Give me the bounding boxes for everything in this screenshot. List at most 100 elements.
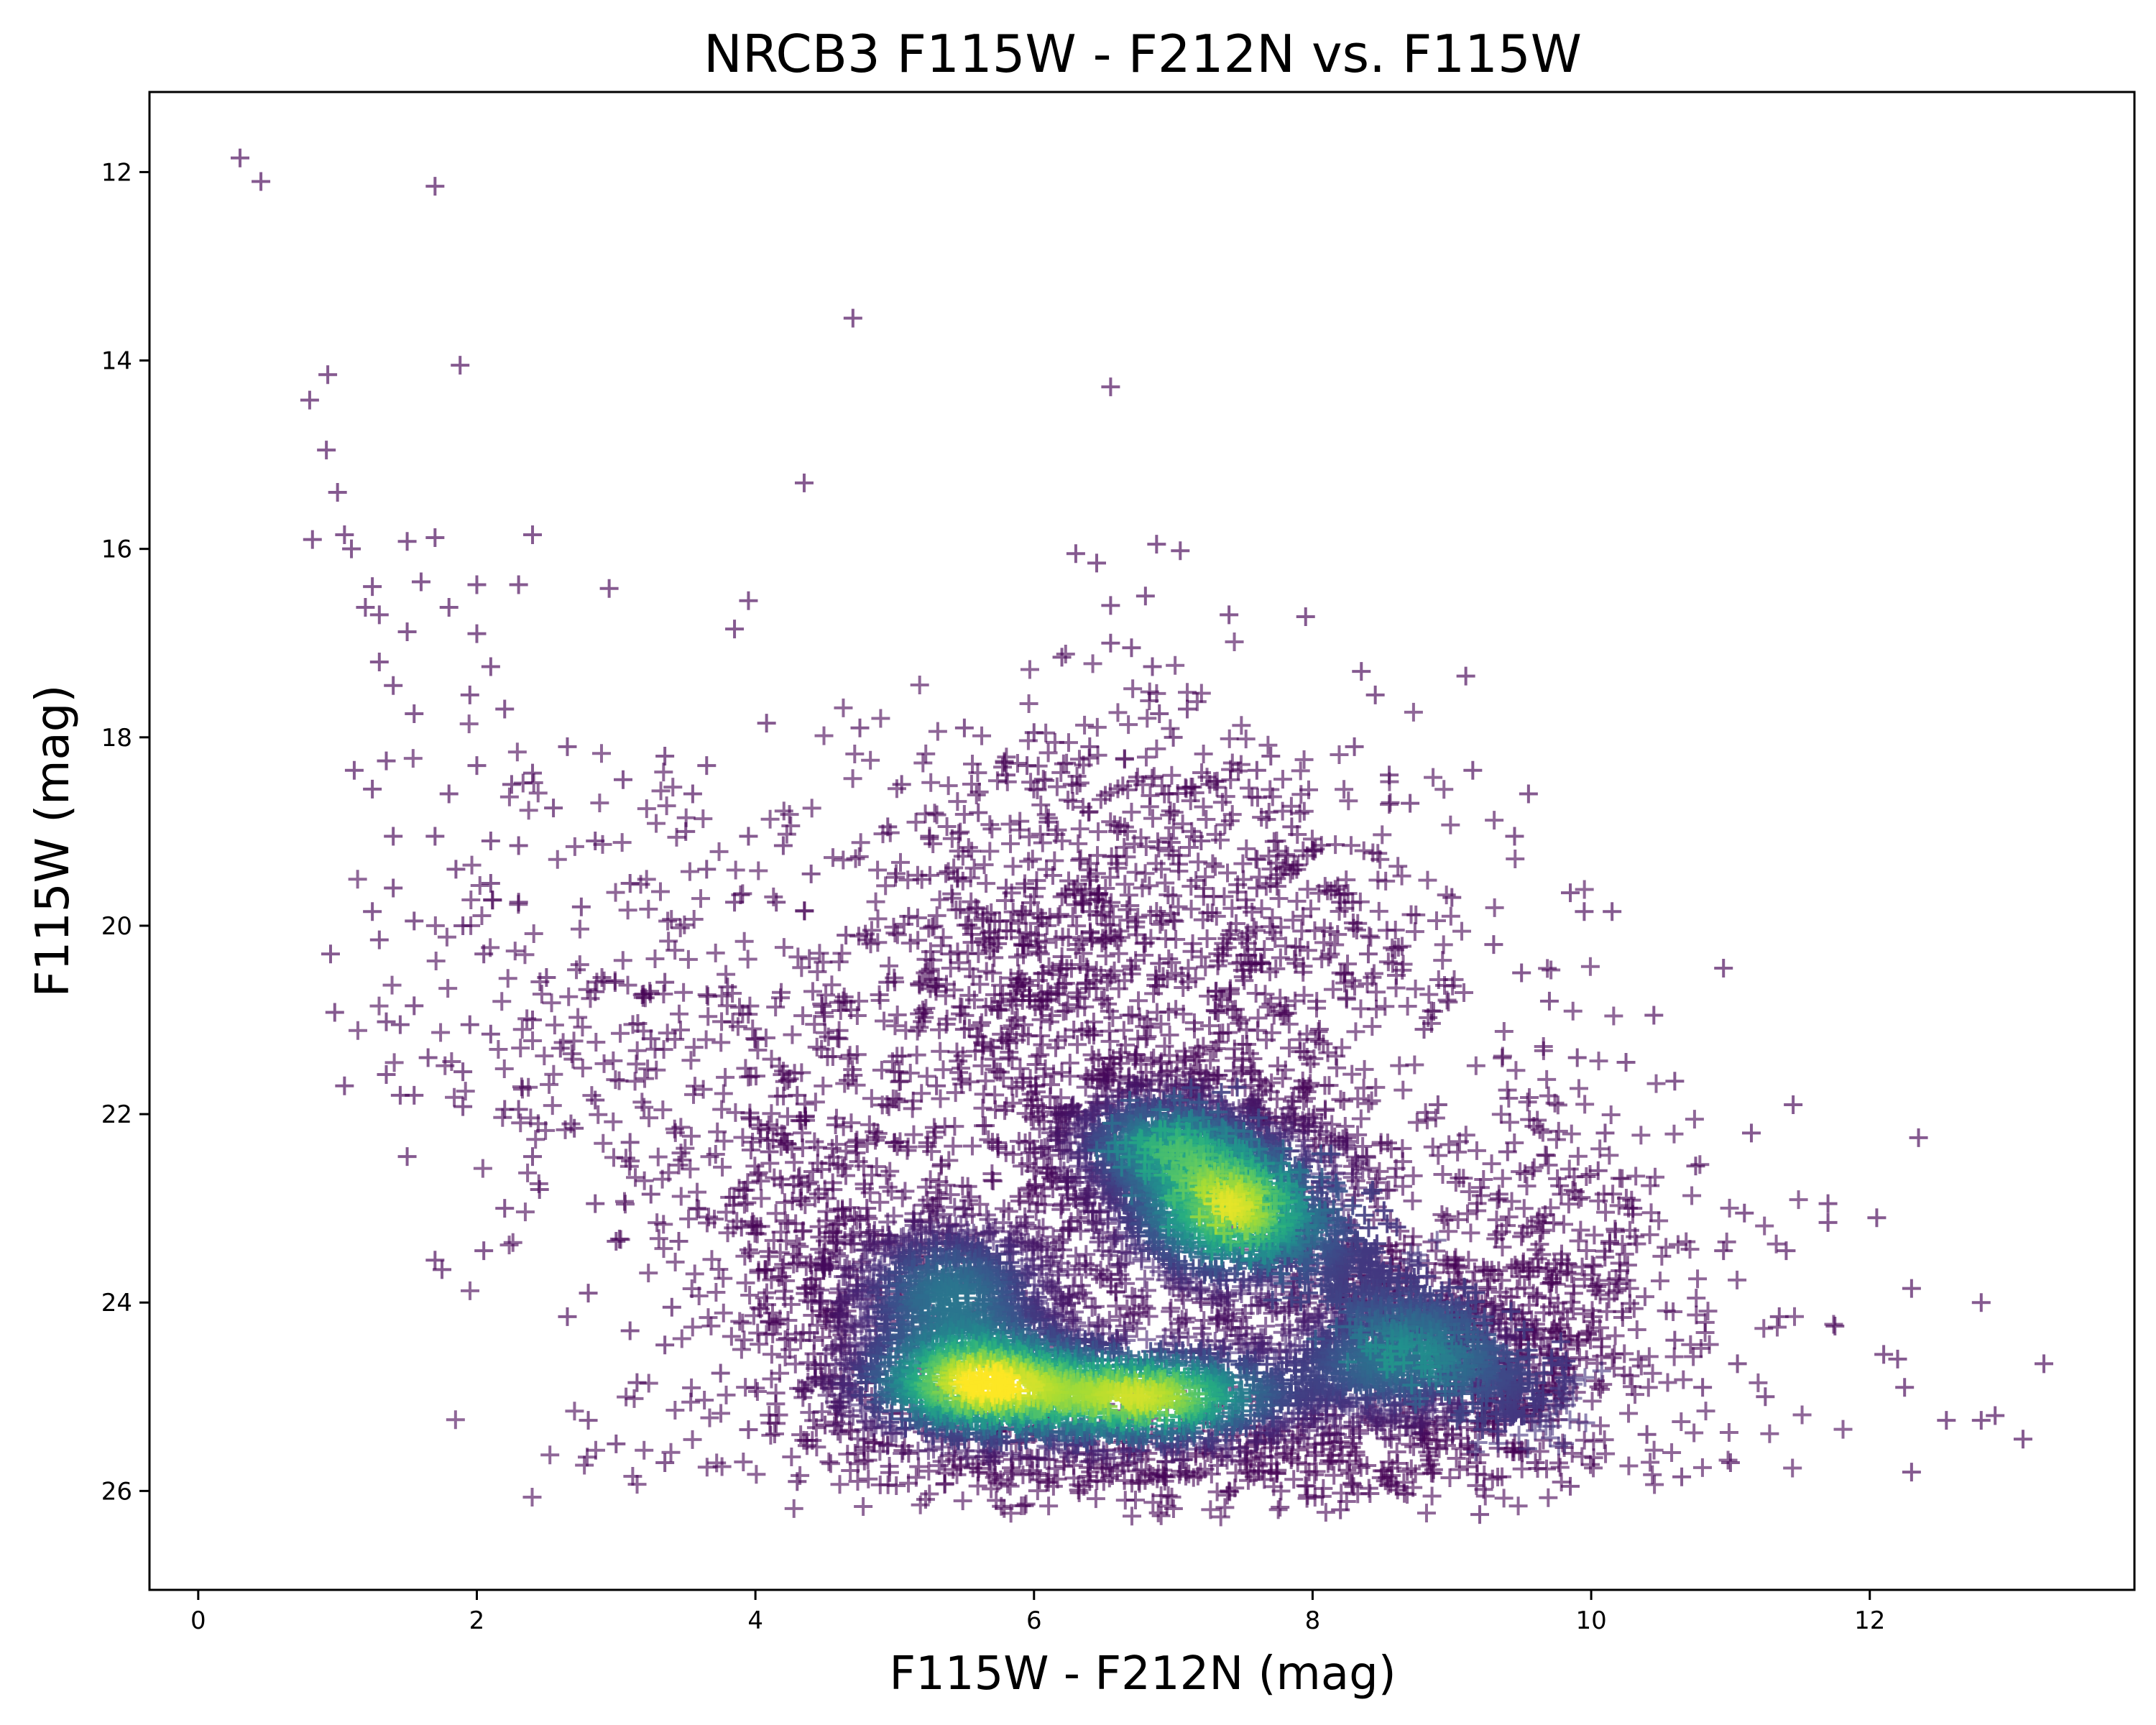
data-point-h580 xyxy=(1273,1069,1292,1088)
data-point-h1803 xyxy=(1623,1377,1641,1397)
data-point-h540 xyxy=(1122,802,1141,822)
data-point-75 xyxy=(384,827,403,846)
data-point-h2542 xyxy=(1020,660,1039,679)
data-point-h1580 xyxy=(1514,1199,1534,1218)
data-point-c0 xyxy=(1662,1443,1682,1462)
data-point-229 xyxy=(1637,1425,1657,1444)
data-point-136 xyxy=(453,1097,473,1116)
data-point-119 xyxy=(377,1012,396,1031)
data-point-h1795 xyxy=(1681,1335,1700,1354)
data-point-h1802 xyxy=(1685,1110,1704,1129)
data-point-177 xyxy=(1756,1387,1775,1407)
data-point-h738 xyxy=(1018,936,1038,955)
data-point-69 xyxy=(614,770,633,789)
data-point-h587 xyxy=(1204,1041,1223,1060)
data-point-h760 xyxy=(1266,959,1286,978)
data-point-h1230 xyxy=(903,1091,923,1110)
data-point-h207 xyxy=(1019,852,1038,871)
data-point-h1836 xyxy=(953,1491,972,1511)
data-point-h766 xyxy=(1180,838,1199,857)
data-point-h2237 xyxy=(499,1236,519,1255)
data-point-h588 xyxy=(1181,899,1201,919)
data-point-h2018 xyxy=(1015,1496,1034,1515)
data-point-h2396 xyxy=(593,834,612,854)
data-point-232 xyxy=(1164,727,1183,747)
data-point-h1395 xyxy=(1685,1423,1704,1443)
data-point-h1216 xyxy=(814,1076,833,1095)
data-point-157 xyxy=(669,1232,688,1251)
data-point-h1706 xyxy=(1523,1161,1542,1180)
data-point-h2605 xyxy=(916,744,936,763)
data-point-142 xyxy=(1741,1123,1761,1143)
data-point-183 xyxy=(2013,1430,2032,1449)
data-point-h1294 xyxy=(683,1317,702,1337)
data-point-h833 xyxy=(1393,1080,1413,1100)
data-point-h689 xyxy=(1186,969,1205,988)
data-point-211 xyxy=(788,1085,807,1105)
data-point-h665 xyxy=(1338,954,1358,974)
data-point-175 xyxy=(739,1420,758,1440)
data-point-h399 xyxy=(944,1136,963,1156)
data-point-h2324 xyxy=(829,952,849,972)
data-point-h1678 xyxy=(1677,1232,1696,1251)
data-point-h2465 xyxy=(972,726,992,745)
data-point-h1337 xyxy=(741,1141,760,1160)
data-point-h1500 xyxy=(1604,1006,1623,1026)
data-point-h1718 xyxy=(1649,1211,1669,1230)
data-point-h734 xyxy=(1043,865,1062,885)
data-point-c118 xyxy=(983,1172,1003,1191)
data-point-h1464 xyxy=(1448,1142,1468,1162)
data-point-h2382 xyxy=(685,1264,704,1284)
data-point-h2481 xyxy=(1056,644,1075,663)
data-point-h254 xyxy=(1014,1015,1033,1034)
data-point-c17 xyxy=(1407,1113,1427,1132)
data-point-h2280 xyxy=(470,875,489,895)
data-point-h1554 xyxy=(1548,1095,1567,1115)
data-point-90 xyxy=(481,873,500,893)
data-point-h1060 xyxy=(672,1329,691,1348)
data-point-120 xyxy=(390,1015,410,1034)
data-point-h174 xyxy=(1104,907,1123,926)
data-point-h487 xyxy=(1250,868,1269,887)
data-point-h1537 xyxy=(1626,1167,1646,1186)
data-point-h1059 xyxy=(682,1279,701,1298)
data-point-h113 xyxy=(1050,905,1069,924)
data-point-c1870 xyxy=(1378,1214,1397,1233)
data-point-92 xyxy=(571,897,591,916)
data-point-h603 xyxy=(1218,863,1238,883)
data-point-h1778 xyxy=(1640,1225,1659,1244)
data-point-h396 xyxy=(910,1004,929,1024)
data-point-h1966 xyxy=(1619,1404,1639,1423)
data-point-54 xyxy=(405,704,424,724)
data-point-h610 xyxy=(1485,811,1504,830)
data-point-h2243 xyxy=(691,889,711,908)
data-point-137 xyxy=(495,1100,515,1119)
data-point-58 xyxy=(467,756,487,776)
data-point-h2141 xyxy=(1123,1506,1142,1526)
data-point-h1877 xyxy=(1307,1462,1326,1481)
data-point-h1076 xyxy=(671,1187,691,1206)
data-point-h2236 xyxy=(604,1148,624,1167)
data-point-h573 xyxy=(1041,1012,1060,1031)
data-point-h647 xyxy=(1193,910,1212,929)
data-point-h1873 xyxy=(854,1496,873,1516)
data-point-207 xyxy=(941,944,960,964)
data-point-h1535 xyxy=(1687,1305,1706,1325)
data-point-h1390 xyxy=(1461,1223,1480,1243)
data-point-h1145 xyxy=(976,1071,995,1090)
data-point-h1759 xyxy=(1728,1270,1747,1289)
data-point-h2254 xyxy=(674,983,694,1002)
data-point-110 xyxy=(837,926,856,945)
data-point-h2137 xyxy=(1718,1450,1738,1470)
data-point-134 xyxy=(1665,1072,1685,1091)
data-point-h166 xyxy=(1130,1007,1149,1026)
data-point-c40 xyxy=(1564,1284,1583,1303)
data-point-191 xyxy=(1470,1505,1490,1524)
data-point-h715 xyxy=(1368,844,1388,863)
data-point-h2290 xyxy=(461,1281,480,1300)
data-point-65 xyxy=(439,784,459,804)
data-point-h1056 xyxy=(836,1166,855,1185)
data-point-h2291 xyxy=(792,958,811,978)
data-point-37 xyxy=(1101,633,1120,653)
data-point-h2359 xyxy=(384,1053,404,1072)
